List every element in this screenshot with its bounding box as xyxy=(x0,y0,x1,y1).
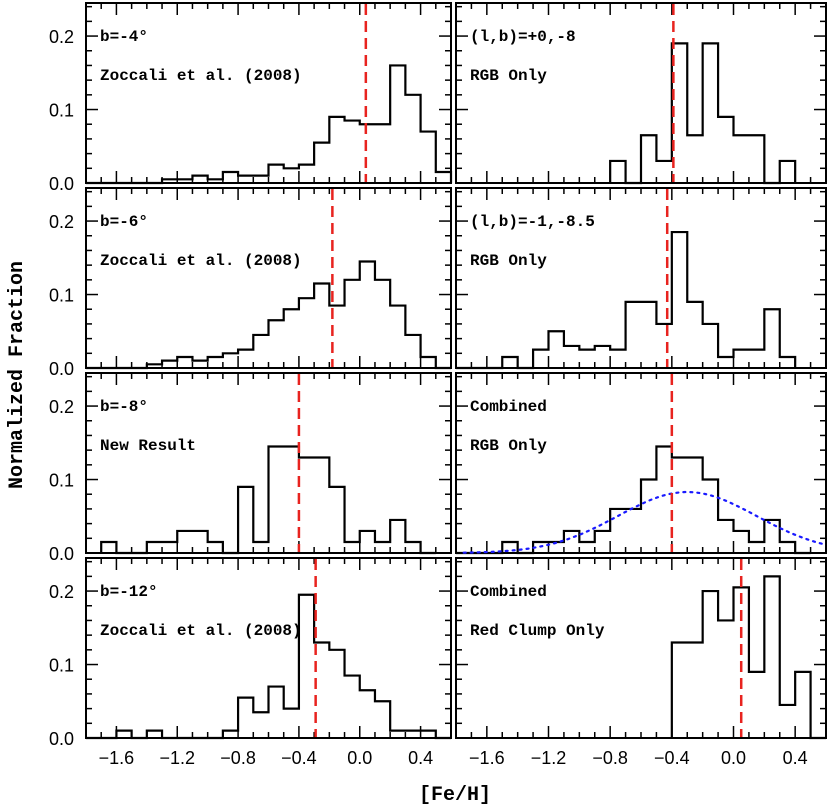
panel-sublabel: New Result xyxy=(100,437,196,455)
x-tick-label: 0.4 xyxy=(783,748,808,768)
histogram-steps xyxy=(456,230,797,370)
panel-sublabel: Zoccali et al. (2008) xyxy=(100,252,302,270)
y-tick-label: 0.2 xyxy=(49,27,74,47)
histogram-steps xyxy=(609,42,797,185)
panel-label: Combined xyxy=(470,398,547,416)
histogram-steps xyxy=(100,445,436,555)
panel-row2-right: (l,b)=-1,-8.5 RGB Only xyxy=(455,187,827,370)
y-tick-label: 0.0 xyxy=(49,174,74,194)
histogram-steps xyxy=(86,64,453,185)
histogram-steps xyxy=(86,593,451,740)
panel-sublabel: RGB Only xyxy=(470,252,547,270)
x-tick-label: −1.6 xyxy=(99,748,135,768)
y-tick-label: 0.1 xyxy=(49,656,74,676)
y-tick-label: 0.2 xyxy=(49,397,74,417)
gaussian-fit-curve xyxy=(462,490,826,554)
panel-label: b=-4° xyxy=(100,28,148,46)
x-tick-label: −1.2 xyxy=(531,748,567,768)
x-tick-label: 0.4 xyxy=(408,748,433,768)
histogram-steps xyxy=(86,260,451,370)
y-tick-label: 0.0 xyxy=(49,544,74,564)
y-tick-label: 0.2 xyxy=(49,212,74,232)
x-tick-label: −1.2 xyxy=(159,748,195,768)
x-tick-label: 0.0 xyxy=(721,748,746,768)
panel-label: (l,b)=-1,-8.5 xyxy=(470,213,595,231)
x-tick-label: −0.4 xyxy=(281,748,317,768)
x-tick-label: −1.6 xyxy=(469,748,505,768)
x-axis-label: [Fe/H] xyxy=(419,784,491,807)
panel-sublabel: RGB Only xyxy=(470,437,547,455)
panel-sublabel: Zoccali et al. (2008) xyxy=(100,67,302,85)
histogram-steps xyxy=(456,445,811,555)
y-tick-label: 0.2 xyxy=(49,582,74,602)
y-axis-label: Normalized Fraction xyxy=(6,261,29,489)
panel-label: (l,b)=+0,-8 xyxy=(470,28,576,46)
panel-label: b=-8° xyxy=(100,398,148,416)
histogram-steps xyxy=(670,575,826,740)
panel-row4-right: −1.6 −1.2 −0.8 −0.4 0.0 0.4 Combined Red Clump … xyxy=(455,557,827,768)
panel-row3-right: Combined RGB Only xyxy=(455,372,827,555)
panel-sublabel: RGB Only xyxy=(470,67,547,85)
y-tick-label: 0.1 xyxy=(49,286,74,306)
x-tick-label: −0.4 xyxy=(654,748,690,768)
panel-sublabel: Zoccali et al. (2008) xyxy=(100,622,302,640)
panel-sublabel: Red Clump Only xyxy=(470,622,605,640)
y-tick-label: 0.1 xyxy=(49,101,74,121)
x-tick-label: −0.8 xyxy=(592,748,628,768)
panel-label: b=-6° xyxy=(100,213,148,231)
panel-row4-left: 0.0 0.1 0.2 −1.6 −1.2 −0.8 −0.4 0.0 0.4 b=-12° Zoc… xyxy=(49,557,452,768)
panel-row2-left: 0.0 0.1 0.2 b=-6° Zoccali et al. (2008) xyxy=(49,187,452,379)
panel-label: Combined xyxy=(470,583,547,601)
panel-label: b=-12° xyxy=(100,583,158,601)
x-tick-label: 0.0 xyxy=(347,748,372,768)
y-tick-label: 0.0 xyxy=(49,729,74,749)
x-tick-label: −0.8 xyxy=(220,748,256,768)
y-tick-label: 0.1 xyxy=(49,471,74,491)
panel-row1-right: (l,b)=+0,-8 RGB Only xyxy=(455,2,827,185)
panel-row3-left: 0.0 0.1 0.2 b=-8° New Result xyxy=(49,372,452,564)
panel-row1-left: 0.0 0.1 0.2 b=-4° Zoccali et al. (2008) xyxy=(49,2,453,194)
y-tick-label: 0.0 xyxy=(49,359,74,379)
